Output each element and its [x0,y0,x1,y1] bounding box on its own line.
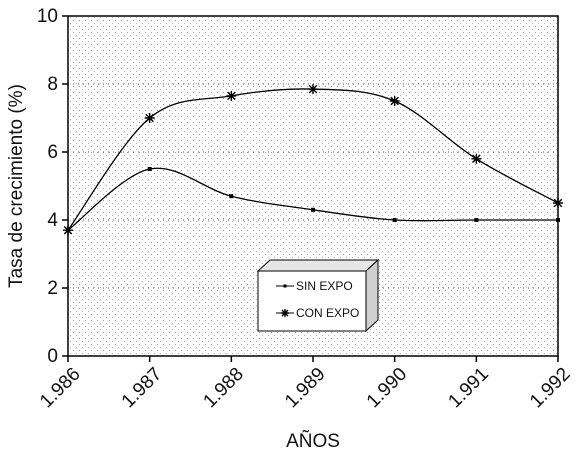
data-point [389,96,400,106]
data-point [147,167,152,171]
legend-label: SIN EXPO [296,279,353,293]
x-axis: 1.986 1.987 1.988 1.989 1.990 1.991 1.992 [36,356,575,412]
y-axis-title: Tasa de crecimiento (%) [6,84,27,288]
x-tick-label: 1.990 [363,364,411,412]
data-point [311,207,315,212]
x-tick-label: 1.991 [444,364,492,412]
legend-marker [281,309,289,317]
x-tick-label: 1.989 [281,364,329,412]
legend-marker [283,284,287,288]
legend-box-top-face [256,259,380,272]
data-point [474,218,479,222]
y-tick-label: 8 [47,74,58,95]
legend-box-side-face [365,258,379,333]
data-point [144,113,155,123]
x-tick-label: 1.988 [199,364,247,412]
data-point [471,153,482,164]
data-point [556,218,560,222]
y-tick-label: 6 [47,142,58,163]
y-tick-label: 2 [47,278,58,299]
y-axis: 0 2 4 6 8 10 [37,6,68,367]
legend-item: CON EXPO [276,306,359,320]
data-point [229,194,234,199]
x-tick-label: 1.992 [526,364,574,412]
legend-item: SIN EXPO [276,279,353,293]
y-tick-label: 10 [37,6,58,27]
legend-items: SIN EXPO CON EXPO [276,279,359,320]
x-tick-label: 1.987 [118,364,166,412]
legend-box [257,270,367,332]
data-point [553,198,563,208]
legend: SIN EXPO CON EXPO [256,258,380,333]
legend-label: CON EXPO [296,306,359,320]
y-tick-label: 4 [47,210,58,231]
y-tick-label: 0 [47,346,58,367]
data-point [308,84,318,95]
data-point [63,225,73,236]
x-tick-label: 1.986 [36,364,84,412]
series-sin-expo [66,167,560,233]
x-axis-title: AÑOS [286,430,340,452]
data-point [392,218,397,222]
data-point [226,90,237,101]
series-con-expo [63,84,563,236]
series-layer [63,84,563,236]
